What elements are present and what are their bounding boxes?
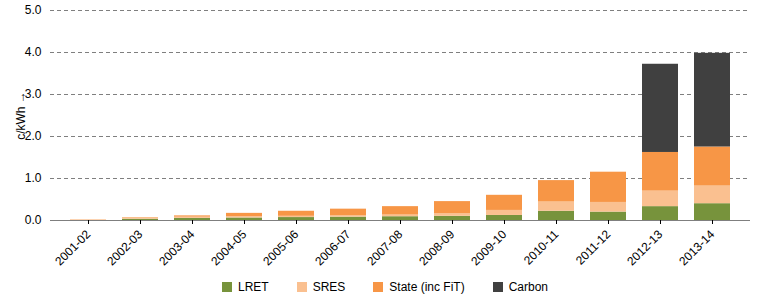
svg-text:2010-11: 2010-11 bbox=[521, 227, 562, 268]
svg-text:2004-05: 2004-05 bbox=[208, 227, 249, 268]
svg-text:2005-06: 2005-06 bbox=[260, 227, 301, 268]
svg-text:2012-13: 2012-13 bbox=[624, 227, 665, 268]
svg-text:2003-04: 2003-04 bbox=[156, 227, 197, 268]
svg-text:5.0: 5.0 bbox=[25, 3, 42, 17]
svg-text:2013-14: 2013-14 bbox=[676, 227, 717, 268]
svg-text:2008-09: 2008-09 bbox=[416, 227, 457, 268]
svg-text:2009-10: 2009-10 bbox=[468, 227, 509, 268]
svg-text:2001-02: 2001-02 bbox=[52, 227, 93, 268]
svg-text:c/kWh →: c/kWh → bbox=[14, 91, 28, 140]
html-text:SRES: SRES bbox=[312, 280, 346, 294]
svg-text:2002-03: 2002-03 bbox=[104, 227, 145, 268]
html-text:State (inc FiT): State (inc FiT) bbox=[389, 280, 465, 294]
svg-text:0.0: 0.0 bbox=[25, 213, 42, 227]
html-text:Carbon: Carbon bbox=[508, 280, 548, 294]
svg-text:2006-07: 2006-07 bbox=[312, 227, 353, 268]
svg-text:2.0: 2.0 bbox=[24, 129, 42, 144]
svg-text:3.0: 3.0 bbox=[24, 87, 42, 102]
html-text:LRET: LRET bbox=[238, 280, 269, 294]
svg-text:1.0: 1.0 bbox=[25, 171, 42, 185]
svg-text:2007-08: 2007-08 bbox=[364, 227, 405, 268]
svg-text:2011-12: 2011-12 bbox=[573, 227, 614, 268]
svg-text:4.0: 4.0 bbox=[25, 45, 42, 59]
